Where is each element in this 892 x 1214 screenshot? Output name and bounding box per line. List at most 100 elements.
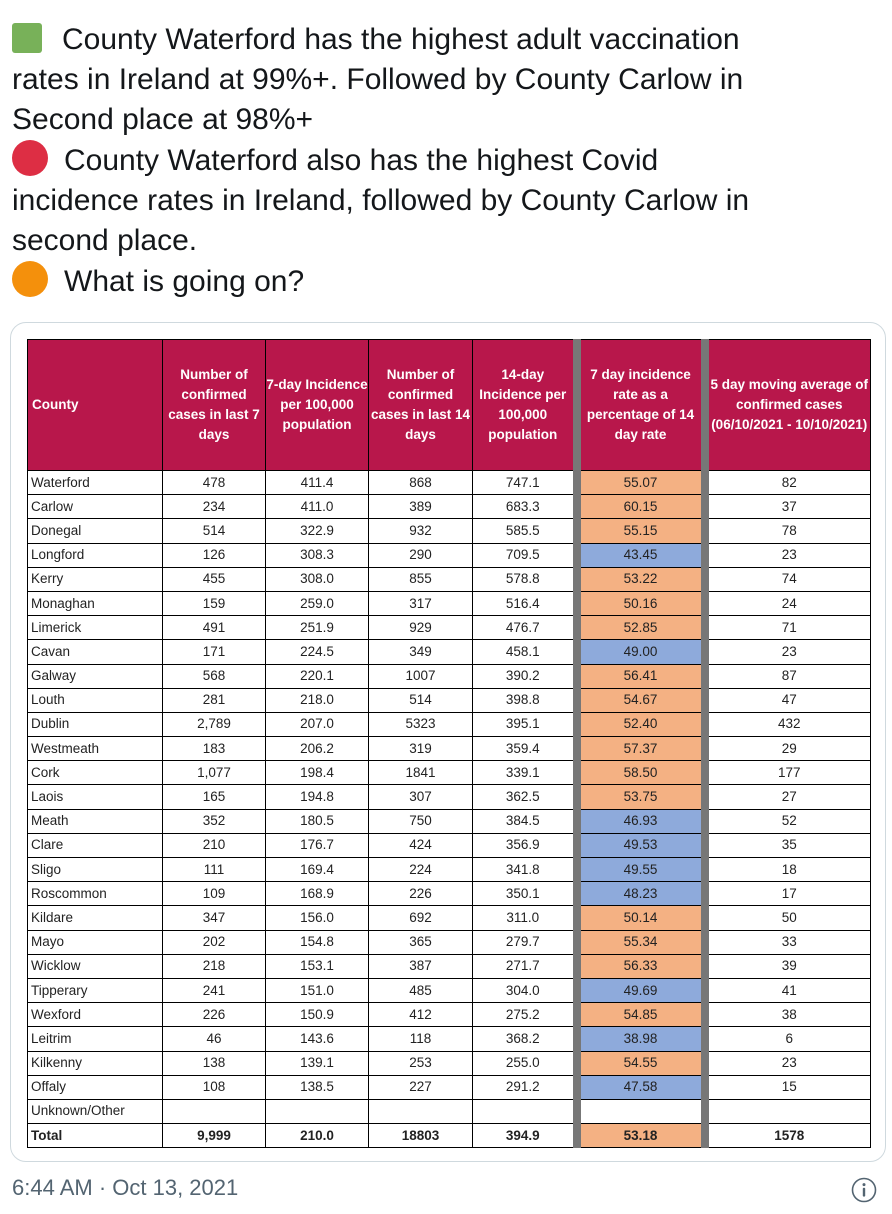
- table-row: Unknown/Other: [27, 1098, 871, 1125]
- county-cell: Tipperary: [27, 977, 163, 1004]
- table-row: Roscommon 109 168.9 226 350.1 48.23 17: [27, 881, 871, 907]
- table-cell: 1,077: [162, 760, 266, 786]
- table-row: Dublin 2,789 207.0 5323 395.1 52.40 432: [27, 711, 871, 738]
- pct-cell: 52.85: [572, 615, 709, 641]
- table-cell: 356.9: [472, 832, 577, 859]
- pct-cell: 55.07: [572, 469, 709, 496]
- pct-cell: 60.15: [572, 494, 709, 520]
- county-cell: Meath: [27, 808, 163, 834]
- table-row: Longford 126 308.3 290 709.5 43.45 23: [27, 542, 871, 568]
- info-icon[interactable]: [851, 1177, 877, 1203]
- table-row: Wexford 226 150.9 412 275.2 54.85 38: [27, 1002, 871, 1028]
- table-cell: 33: [704, 929, 871, 955]
- table-cell: 394.9: [472, 1123, 577, 1149]
- table-header-row: County Number of confirmed cases in last…: [27, 339, 871, 471]
- table-cell: 82: [704, 469, 871, 496]
- table-cell: 168.9: [265, 881, 369, 907]
- table-row: Laois 165 194.8 307 362.5 53.75 27: [27, 784, 871, 810]
- table-cell: 226: [162, 1002, 266, 1028]
- table-row: Carlow 234 411.0 389 683.3 60.15 37: [27, 494, 871, 520]
- table-cell: 24: [704, 590, 871, 617]
- table-cell: 2,789: [162, 711, 266, 738]
- table-cell: 138.5: [265, 1074, 369, 1100]
- table-cell: 156.0: [265, 905, 369, 931]
- county-cell: Donegal: [27, 518, 163, 544]
- pct-cell: 49.53: [572, 832, 709, 859]
- table-row: Leitrim 46 143.6 118 368.2 38.98 6: [27, 1026, 871, 1052]
- pct-cell: 46.93: [572, 808, 709, 834]
- table-cell: 458.1: [472, 639, 577, 665]
- table-cell: 220.1: [265, 663, 369, 689]
- table-total-row: Total 9,999 210.0 18803 394.9 53.18 1578: [27, 1123, 871, 1149]
- table-cell: 317: [368, 590, 473, 617]
- table-cell: 150.9: [265, 1002, 369, 1028]
- table-cell: 41: [704, 977, 871, 1004]
- county-cell: Galway: [27, 663, 163, 689]
- table-cell: 352: [162, 808, 266, 834]
- table-cell: 23: [704, 639, 871, 665]
- tweet-line-text: What is going on?: [64, 265, 305, 298]
- table-cell: 5323: [368, 711, 473, 738]
- pct-cell: 54.85: [572, 1002, 709, 1028]
- table-row: Limerick 491 251.9 929 476.7 52.85 71: [27, 615, 871, 641]
- table-cell: 109: [162, 881, 266, 907]
- county-cell: Sligo: [27, 856, 163, 883]
- table-cell: 39: [704, 953, 871, 979]
- table-cell: 153.1: [265, 953, 369, 979]
- table-cell: 868: [368, 469, 473, 496]
- table-cell: 368.2: [472, 1026, 577, 1052]
- table-cell: 281: [162, 687, 266, 713]
- table-cell: 747.1: [472, 469, 577, 496]
- county-cell: Kerry: [27, 566, 163, 592]
- county-cell: Roscommon: [27, 881, 163, 907]
- tweet-timestamp[interactable]: 6:44 AM · Oct 13, 2021: [12, 1175, 239, 1200]
- table-cell: 476.7: [472, 615, 577, 641]
- pct-cell: 38.98: [572, 1026, 709, 1052]
- pct-cell: [572, 1098, 709, 1125]
- table-cell: 341.8: [472, 856, 577, 883]
- county-cell: Carlow: [27, 494, 163, 520]
- table-cell: 154.8: [265, 929, 369, 955]
- county-cell: Total: [27, 1123, 163, 1149]
- tweet-line: incidence rates in Ireland, followed by …: [12, 184, 750, 217]
- table-cell: 224: [368, 856, 473, 883]
- pct-cell: 57.37: [572, 736, 709, 762]
- pct-cell: 50.14: [572, 905, 709, 931]
- tweet-text: County Waterford has the highest adult v…: [12, 20, 882, 302]
- table-row: Cavan 171 224.5 349 458.1 49.00 23: [27, 639, 871, 665]
- table-cell: 319: [368, 736, 473, 762]
- table-cell: 38: [704, 1002, 871, 1028]
- table-cell: 390.2: [472, 663, 577, 689]
- pct-cell: 43.45: [572, 542, 709, 568]
- green-square-icon: [12, 23, 42, 53]
- column-header: 5 day moving average of confirmed cases …: [704, 339, 871, 471]
- column-header: County: [27, 339, 163, 471]
- table-cell: 194.8: [265, 784, 369, 810]
- tweet-image[interactable]: County Number of confirmed cases in last…: [10, 322, 886, 1162]
- table-cell: 118: [368, 1026, 473, 1052]
- table-cell: 271.7: [472, 953, 577, 979]
- tweet-line-text: County Waterford also has the highest Co…: [64, 144, 659, 177]
- table-cell: 412: [368, 1002, 473, 1028]
- county-cell: Laois: [27, 784, 163, 810]
- county-cell: Offaly: [27, 1074, 163, 1100]
- table-cell: 50: [704, 905, 871, 931]
- table-cell: 578.8: [472, 566, 577, 592]
- table-row: Offaly 108 138.5 227 291.2 47.58 15: [27, 1074, 871, 1100]
- pct-cell: 49.69: [572, 977, 709, 1004]
- table-cell: 339.1: [472, 760, 577, 786]
- table-cell: 568: [162, 663, 266, 689]
- county-cell: Mayo: [27, 929, 163, 955]
- column-header: 7-day Incidence per 100,000 population: [265, 339, 369, 471]
- table-cell: 304.0: [472, 977, 577, 1004]
- table-cell: 46: [162, 1026, 266, 1052]
- table-cell: 514: [368, 687, 473, 713]
- table-cell: 183: [162, 736, 266, 762]
- table-cell: [704, 1098, 871, 1125]
- table-cell: 692: [368, 905, 473, 931]
- table-cell: 432: [704, 711, 871, 738]
- table-cell: 180.5: [265, 808, 369, 834]
- county-cell: Limerick: [27, 615, 163, 641]
- table-cell: [368, 1098, 473, 1125]
- table-cell: 71: [704, 615, 871, 641]
